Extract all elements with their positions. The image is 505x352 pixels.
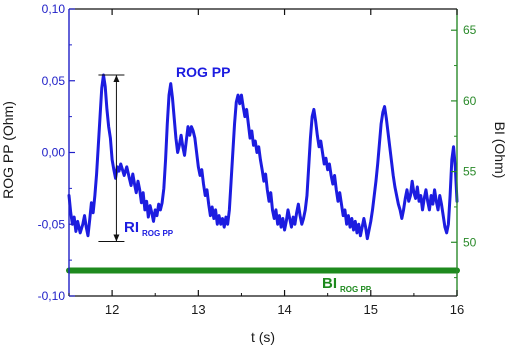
y-axis-label-right: BI (Ohm) — [492, 122, 505, 179]
y-axis-label-left: ROG PP (Ohm) — [0, 101, 16, 199]
x-tick-label: 16 — [450, 302, 464, 317]
series-layer — [66, 73, 460, 274]
y-tick-label-right: 60 — [463, 94, 477, 108]
y-tick-label-left: 0,00 — [42, 146, 66, 160]
y-tick-label-right: 55 — [463, 165, 477, 179]
x-tick-label: 13 — [191, 302, 205, 317]
y-tick-label-left: 0,05 — [42, 74, 66, 88]
bi-annotation: BI ROG PP — [322, 275, 372, 294]
y-tick-label-left: 0,10 — [42, 2, 66, 16]
bi-label-main: BI — [322, 275, 337, 292]
axes: 12 13 14 15 16 0,10 0,05 0,00 -0,05 -0,10 65 60 55 50 — [38, 2, 477, 317]
series-label-rog: ROG PP — [176, 64, 230, 80]
bi-label: BI ROG PP — [322, 275, 372, 294]
x-tick-label: 14 — [277, 302, 291, 317]
ri-label-main: RI — [124, 219, 139, 236]
ri-arrowhead-bottom — [113, 234, 120, 242]
ri-label: RI ROG PP — [124, 219, 174, 238]
x-tick-label: 12 — [105, 302, 119, 317]
x-tick-label: 15 — [364, 302, 378, 317]
bi-label-sub: ROG PP — [340, 285, 372, 294]
series-line-rog — [67, 73, 459, 241]
ri-label-sub: ROG PP — [142, 229, 174, 238]
y-tick-label-left: -0,05 — [38, 217, 66, 231]
y-tick-label-right: 50 — [463, 235, 477, 249]
ri-annotation: RI ROG PP — [124, 219, 174, 238]
x-axis-label: t (s) — [251, 329, 275, 345]
y-tick-label-right: 65 — [463, 23, 477, 37]
y-tick-label-left: -0,10 — [38, 289, 66, 303]
ri-arrowhead-top — [113, 75, 120, 83]
